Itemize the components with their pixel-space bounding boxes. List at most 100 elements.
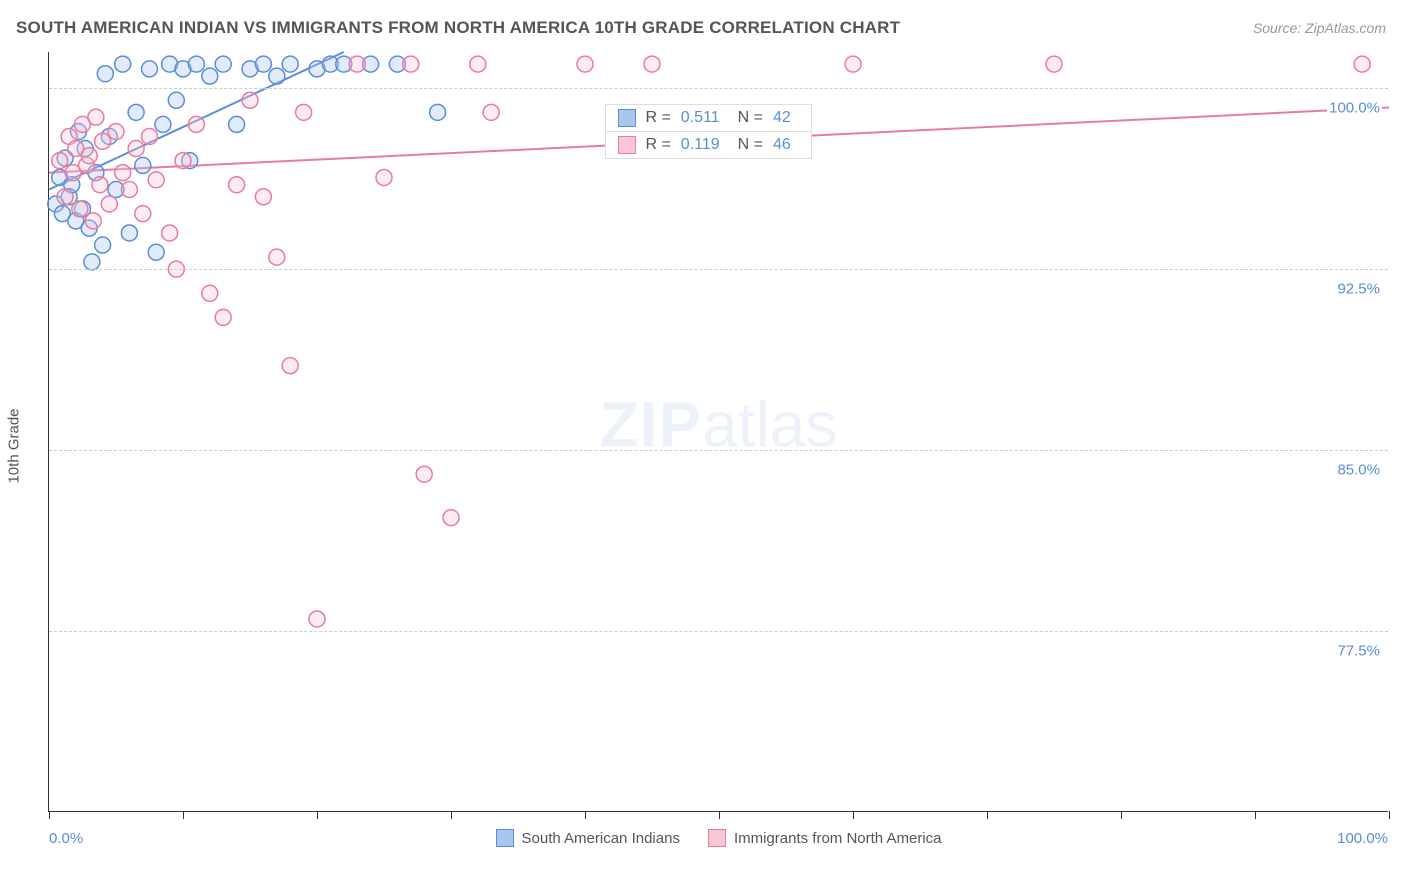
- data-point-immigrants-north-america: [349, 56, 365, 72]
- x-tick: [317, 811, 318, 819]
- y-tick-label: 92.5%: [1335, 278, 1382, 301]
- data-point-immigrants-north-america: [215, 309, 231, 325]
- gridline: [49, 631, 1388, 632]
- x-tick: [1255, 811, 1256, 819]
- data-point-south-american-indians: [155, 116, 171, 132]
- data-point-south-american-indians: [229, 116, 245, 132]
- data-point-immigrants-north-america: [470, 56, 486, 72]
- stat-r-label: R =: [645, 136, 670, 154]
- data-point-immigrants-north-america: [95, 133, 111, 149]
- chart-title: SOUTH AMERICAN INDIAN VS IMMIGRANTS FROM…: [16, 18, 900, 38]
- data-point-south-american-indians: [115, 56, 131, 72]
- chart-header: SOUTH AMERICAN INDIAN VS IMMIGRANTS FROM…: [16, 18, 1386, 38]
- scatter-plot-area: ZIPatlas R =0.511N =42R =0.119N =46 Sout…: [48, 52, 1388, 812]
- data-point-immigrants-north-america: [376, 169, 392, 185]
- swatch-icon: [617, 109, 635, 127]
- data-point-immigrants-north-america: [296, 104, 312, 120]
- correlation-stats-box: R = 0.511 N = 42 R = 0.119 N = 46: [604, 104, 811, 159]
- data-point-immigrants-north-america: [57, 189, 73, 205]
- data-point-immigrants-north-america: [148, 172, 164, 188]
- data-point-south-american-indians: [128, 104, 144, 120]
- data-point-immigrants-north-america: [1046, 56, 1062, 72]
- data-point-immigrants-north-america: [845, 56, 861, 72]
- data-point-south-american-indians: [269, 68, 285, 84]
- data-point-immigrants-north-america: [242, 92, 258, 108]
- data-point-immigrants-north-america: [403, 56, 419, 72]
- data-point-south-american-indians: [168, 92, 184, 108]
- stat-n-value: 42: [773, 109, 791, 127]
- data-point-immigrants-north-america: [128, 141, 144, 157]
- data-point-immigrants-north-america: [81, 148, 97, 164]
- swatch-icon: [617, 136, 635, 154]
- data-point-immigrants-north-america: [115, 165, 131, 181]
- data-point-immigrants-north-america: [443, 510, 459, 526]
- data-point-immigrants-north-america: [142, 128, 158, 144]
- stat-n-value: 46: [773, 136, 791, 154]
- data-point-immigrants-north-america: [72, 201, 88, 217]
- data-point-immigrants-north-america: [121, 182, 137, 198]
- x-axis-min-label: 0.0%: [49, 830, 83, 847]
- data-point-south-american-indians: [148, 244, 164, 260]
- y-tick-label: 77.5%: [1335, 640, 1382, 663]
- data-point-immigrants-north-america: [85, 213, 101, 229]
- x-tick: [1389, 811, 1390, 819]
- data-point-immigrants-north-america: [282, 358, 298, 374]
- data-point-south-american-indians: [202, 68, 218, 84]
- stat-n-label: N =: [738, 109, 763, 127]
- data-point-south-american-indians: [97, 66, 113, 82]
- data-point-immigrants-north-america: [483, 104, 499, 120]
- x-tick: [987, 811, 988, 819]
- data-point-south-american-indians: [135, 157, 151, 173]
- x-tick: [853, 811, 854, 819]
- y-tick-label: 85.0%: [1335, 459, 1382, 482]
- gridline: [49, 269, 1388, 270]
- statbox-row: R = 0.119 N = 46: [604, 132, 811, 159]
- data-point-immigrants-north-america: [229, 177, 245, 193]
- data-point-south-american-indians: [188, 56, 204, 72]
- data-point-immigrants-north-america: [255, 189, 271, 205]
- data-point-south-american-indians: [84, 254, 100, 270]
- data-point-immigrants-north-america: [101, 196, 117, 212]
- data-point-immigrants-north-america: [309, 611, 325, 627]
- swatch-icon: [708, 829, 726, 847]
- x-tick: [585, 811, 586, 819]
- data-point-immigrants-north-america: [1354, 56, 1370, 72]
- data-point-immigrants-north-america: [162, 225, 178, 241]
- data-point-south-american-indians: [142, 61, 158, 77]
- data-point-immigrants-north-america: [135, 206, 151, 222]
- data-point-immigrants-north-america: [175, 153, 191, 169]
- x-axis-max-label: 100.0%: [1337, 830, 1388, 847]
- plot-svg: [49, 52, 1388, 811]
- y-tick-label: 100.0%: [1327, 97, 1382, 120]
- stat-n-label: N =: [738, 136, 763, 154]
- data-point-immigrants-north-america: [202, 285, 218, 301]
- legend-label: South American Indians: [522, 830, 680, 847]
- data-point-immigrants-north-america: [577, 56, 593, 72]
- statbox-row: R = 0.511 N = 42: [604, 104, 811, 132]
- legend: South American Indians Immigrants from No…: [496, 829, 942, 847]
- data-point-immigrants-north-america: [88, 109, 104, 125]
- x-tick: [49, 811, 50, 819]
- data-point-immigrants-north-america: [188, 116, 204, 132]
- legend-item: South American Indians: [496, 829, 680, 847]
- x-tick: [451, 811, 452, 819]
- x-tick: [183, 811, 184, 819]
- data-point-south-american-indians: [121, 225, 137, 241]
- data-point-immigrants-north-america: [644, 56, 660, 72]
- gridline: [49, 88, 1388, 89]
- data-point-immigrants-north-america: [416, 466, 432, 482]
- gridline: [49, 450, 1388, 451]
- legend-item: Immigrants from North America: [708, 829, 942, 847]
- stat-r-value: 0.511: [681, 109, 720, 127]
- data-point-south-american-indians: [430, 104, 446, 120]
- data-point-immigrants-north-america: [269, 249, 285, 265]
- y-axis-label: 10th Grade: [6, 408, 23, 483]
- x-tick: [1121, 811, 1122, 819]
- data-point-south-american-indians: [95, 237, 111, 253]
- stat-r-label: R =: [645, 109, 670, 127]
- stat-r-value: 0.119: [681, 136, 720, 154]
- data-point-south-american-indians: [282, 56, 298, 72]
- data-point-immigrants-north-america: [52, 153, 68, 169]
- chart-source: Source: ZipAtlas.com: [1253, 20, 1386, 36]
- data-point-south-american-indians: [255, 56, 271, 72]
